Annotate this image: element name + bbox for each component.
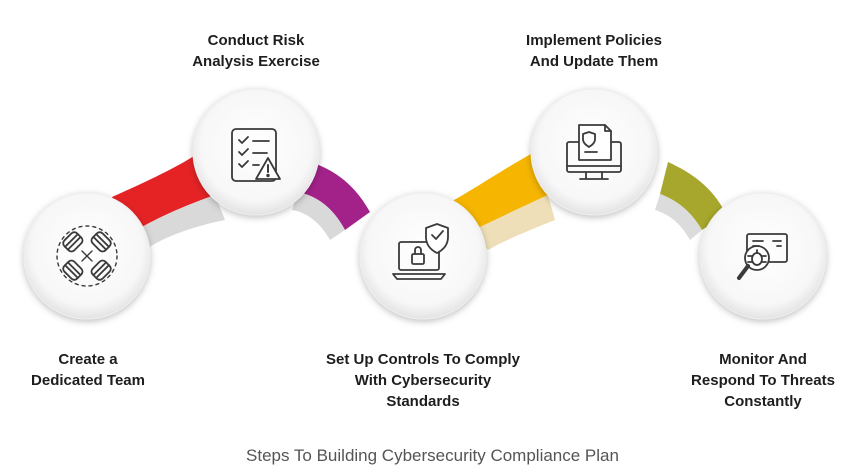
label-team: Create a Dedicated Team [31, 351, 145, 389]
connector-policies-monitor-shade [655, 194, 702, 240]
connector-policies-monitor [660, 162, 726, 230]
monitor-magnifier-bug-icon [737, 233, 788, 280]
connector-risk-controls-shade [292, 192, 345, 240]
fist-bump-team-icon [56, 225, 118, 287]
connector-risk-controls [298, 160, 370, 230]
connector-team-risk [112, 150, 215, 233]
label-policies: Implement Policies And Update Them [526, 32, 662, 70]
checklist-warning-icon [231, 128, 281, 182]
label-controls: Set Up Controls To Comply With Cybersecu… [326, 351, 520, 410]
disc-risk [192, 88, 320, 216]
monitor-document-shield-icon [566, 124, 622, 180]
laptop-lock-shield-icon [392, 223, 449, 280]
connector-controls-policies [445, 150, 548, 232]
label-monitor: Monitor And Respond To Threats Constantl… [691, 351, 835, 410]
disc-controls [359, 192, 487, 320]
label-risk: Conduct Risk Analysis Exercise [192, 32, 320, 70]
connector-team-risk-shade [132, 195, 225, 248]
connector-controls-policies-shade [470, 195, 555, 250]
diagram-caption: Steps To Building Cybersecurity Complian… [246, 446, 619, 465]
